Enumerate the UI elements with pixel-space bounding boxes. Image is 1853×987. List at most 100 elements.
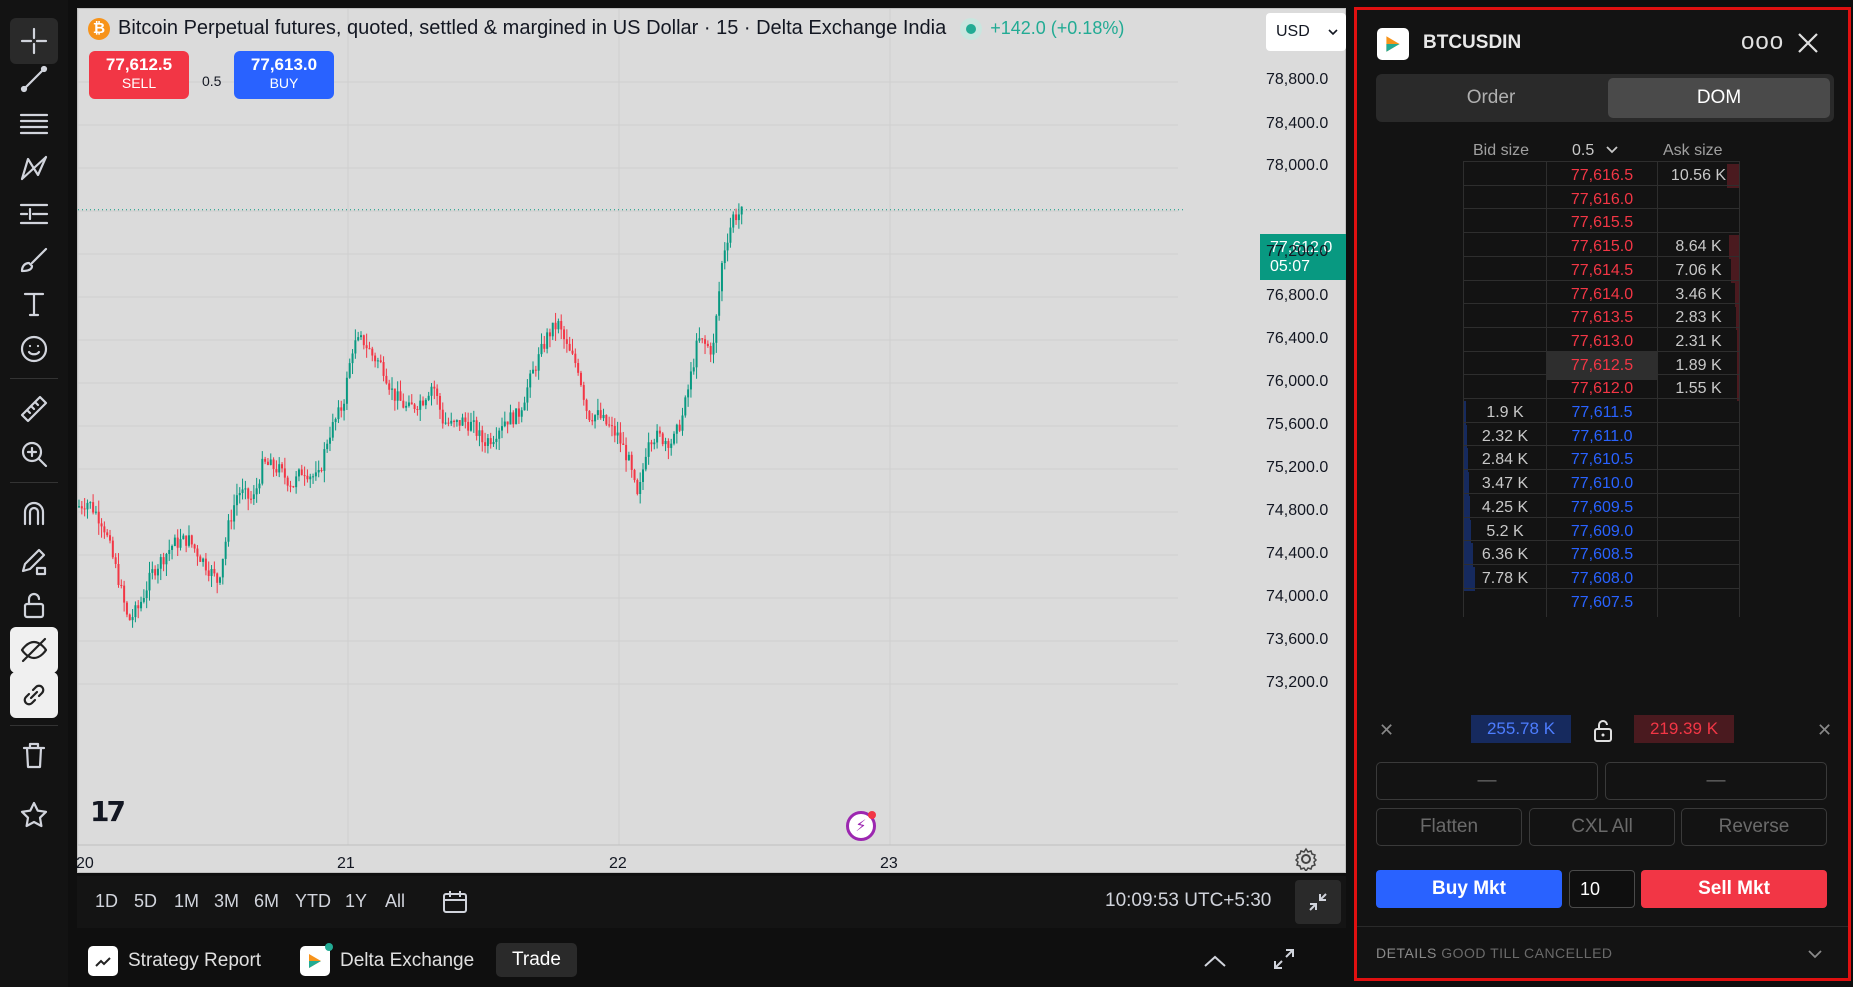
dom-bid-row[interactable]: 4.25 K 77,609.5 — [1463, 492, 1740, 522]
ask-size-cell[interactable] — [1657, 564, 1740, 593]
bid-size-cell[interactable] — [1463, 588, 1546, 617]
unlock-icon[interactable] — [1589, 716, 1617, 744]
tab-dom[interactable]: DOM — [1608, 78, 1830, 118]
position-left-button[interactable]: — — [1376, 762, 1598, 800]
bid-size-cell[interactable]: 3.47 K — [1463, 470, 1546, 499]
dom-bid-row[interactable]: 77,607.5 — [1463, 587, 1740, 617]
dom-bid-row[interactable]: 6.36 K 77,608.5 — [1463, 540, 1740, 570]
bid-size-cell[interactable]: 1.9 K — [1463, 399, 1546, 427]
bid-size-cell[interactable]: 2.32 K — [1463, 422, 1546, 451]
price-chart[interactable]: ₿ Bitcoin Perpetual futures, quoted, set… — [76, 8, 1346, 873]
dom-bid-row[interactable]: 1.9 K 77,611.5 — [1463, 398, 1740, 427]
calendar-range-icon[interactable] — [441, 888, 469, 916]
bid-size-cell[interactable] — [1463, 351, 1546, 380]
sell-button[interactable]: 77,612.5 SELL — [89, 51, 189, 99]
depth-of-market-ladder[interactable]: 77,616.5 10.56 K 77,616.0 77,615.5 77,615.0 8… — [1463, 161, 1740, 701]
dom-bid-row[interactable]: 2.32 K 77,611.0 — [1463, 421, 1740, 451]
ask-size-cell[interactable] — [1657, 422, 1740, 451]
ask-size-cell[interactable]: 2.31 K — [1657, 327, 1740, 356]
reverse-button[interactable]: Reverse — [1681, 808, 1827, 846]
bid-size-cell[interactable] — [1463, 233, 1546, 262]
currency-select[interactable]: USD — [1266, 13, 1346, 51]
bid-size-cell[interactable] — [1463, 162, 1546, 190]
ask-size-cell[interactable] — [1657, 541, 1740, 570]
fib-tool[interactable] — [10, 101, 58, 147]
dom-ask-row[interactable]: 77,614.5 7.06 K — [1463, 255, 1740, 285]
forecast-tool[interactable] — [10, 191, 58, 237]
ask-size-cell[interactable] — [1657, 399, 1740, 427]
link-tool[interactable] — [10, 672, 58, 718]
bid-size-cell[interactable] — [1463, 280, 1546, 309]
measure-tool[interactable] — [10, 386, 58, 432]
hide-drawings-tool[interactable] — [10, 627, 58, 673]
position-right-button[interactable]: — — [1605, 762, 1827, 800]
tab-order[interactable]: Order — [1466, 87, 1516, 108]
more-options-icon[interactable]: ooo — [1741, 28, 1785, 55]
broker-tab[interactable]: Delta Exchange — [300, 943, 474, 979]
dom-bid-row[interactable]: 2.84 K 77,610.5 — [1463, 445, 1740, 475]
period-6m[interactable]: 6M — [254, 891, 280, 911]
dom-ask-row[interactable]: 77,614.0 3.46 K — [1463, 279, 1740, 309]
ask-size-cell[interactable]: 7.06 K — [1657, 256, 1740, 285]
emoji-tool[interactable] — [10, 326, 58, 372]
chevron-up-icon[interactable] — [1202, 953, 1228, 969]
favorites-tool[interactable] — [10, 792, 58, 838]
price-step-select[interactable]: 0.5 — [1572, 142, 1619, 160]
chevron-down-icon[interactable] — [1807, 948, 1823, 960]
period-all[interactable]: All — [385, 891, 406, 911]
bid-size-cell[interactable] — [1463, 327, 1546, 356]
cancel-all-button[interactable]: CXL All — [1529, 808, 1675, 846]
ask-size-cell[interactable]: 2.83 K — [1657, 304, 1740, 333]
zoom-tool[interactable] — [10, 431, 58, 477]
ask-size-cell[interactable]: 10.56 K — [1657, 162, 1740, 190]
buy-button[interactable]: 77,613.0 BUY — [234, 51, 334, 99]
dom-ask-row[interactable]: 77,616.5 10.56 K — [1463, 161, 1740, 190]
lightning-icon[interactable]: ⚡ — [846, 811, 876, 841]
cancel-asks-icon[interactable]: ✕ — [1817, 720, 1833, 740]
ask-size-cell[interactable] — [1657, 209, 1740, 238]
dom-ask-row[interactable]: 77,613.0 2.31 K — [1463, 326, 1740, 356]
dom-ask-row[interactable]: 77,616.0 — [1463, 184, 1740, 214]
magnet-tool[interactable] — [10, 490, 58, 536]
ask-size-cell[interactable] — [1657, 446, 1740, 475]
brush-tool[interactable] — [10, 236, 58, 282]
dom-ask-row[interactable]: 77,613.5 2.83 K — [1463, 303, 1740, 333]
bid-size-cell[interactable] — [1463, 304, 1546, 333]
ask-size-cell[interactable] — [1657, 588, 1740, 617]
dom-bid-row[interactable]: 5.2 K 77,609.0 — [1463, 516, 1740, 546]
collapse-button[interactable] — [1295, 880, 1341, 924]
maximize-icon[interactable] — [1272, 947, 1296, 971]
lock-drawings-tool[interactable] — [10, 582, 58, 628]
text-tool[interactable] — [10, 281, 58, 327]
dom-ask-row[interactable]: 77,615.0 8.64 K — [1463, 232, 1740, 262]
cancel-bids-icon[interactable]: ✕ — [1379, 720, 1395, 740]
pattern-tool[interactable] — [10, 146, 58, 192]
dom-ask-row[interactable]: 77,612.0 1.55 K — [1463, 374, 1740, 404]
buy-market-button[interactable]: Buy Mkt — [1376, 870, 1562, 908]
ask-size-cell[interactable] — [1657, 470, 1740, 499]
crosshair-tool[interactable] — [10, 18, 58, 64]
utc-clock[interactable]: 10:09:53 UTC+5:30 — [1105, 890, 1272, 911]
quantity-input[interactable] — [1569, 870, 1635, 908]
bid-size-cell[interactable]: 4.25 K — [1463, 493, 1546, 522]
bid-size-cell[interactable] — [1463, 375, 1546, 404]
ask-size-cell[interactable]: 8.64 K — [1657, 233, 1740, 262]
period-5d[interactable]: 5D — [134, 891, 158, 911]
period-1y[interactable]: 1Y — [345, 891, 368, 911]
dom-bid-row[interactable]: 7.78 K 77,608.0 — [1463, 563, 1740, 593]
ask-size-cell[interactable]: 1.55 K — [1657, 375, 1740, 404]
trade-tab[interactable]: Trade — [496, 943, 577, 977]
ask-size-cell[interactable] — [1657, 185, 1740, 214]
bid-size-cell[interactable]: 6.36 K — [1463, 541, 1546, 570]
stay-in-drawing-tool[interactable] — [10, 537, 58, 583]
period-3m[interactable]: 3M — [214, 891, 240, 911]
bid-size-cell[interactable] — [1463, 185, 1546, 214]
bid-size-cell[interactable]: 2.84 K — [1463, 446, 1546, 475]
order-details-row[interactable]: DETAILS GOOD TILL CANCELLED — [1357, 926, 1848, 979]
settings-gear-icon[interactable] — [1294, 847, 1318, 871]
bid-size-cell[interactable]: 5.2 K — [1463, 517, 1546, 546]
bid-size-cell[interactable] — [1463, 256, 1546, 285]
period-ytd[interactable]: YTD — [295, 891, 331, 911]
period-1m[interactable]: 1M — [174, 891, 200, 911]
candlestick-plot[interactable] — [78, 9, 1345, 872]
